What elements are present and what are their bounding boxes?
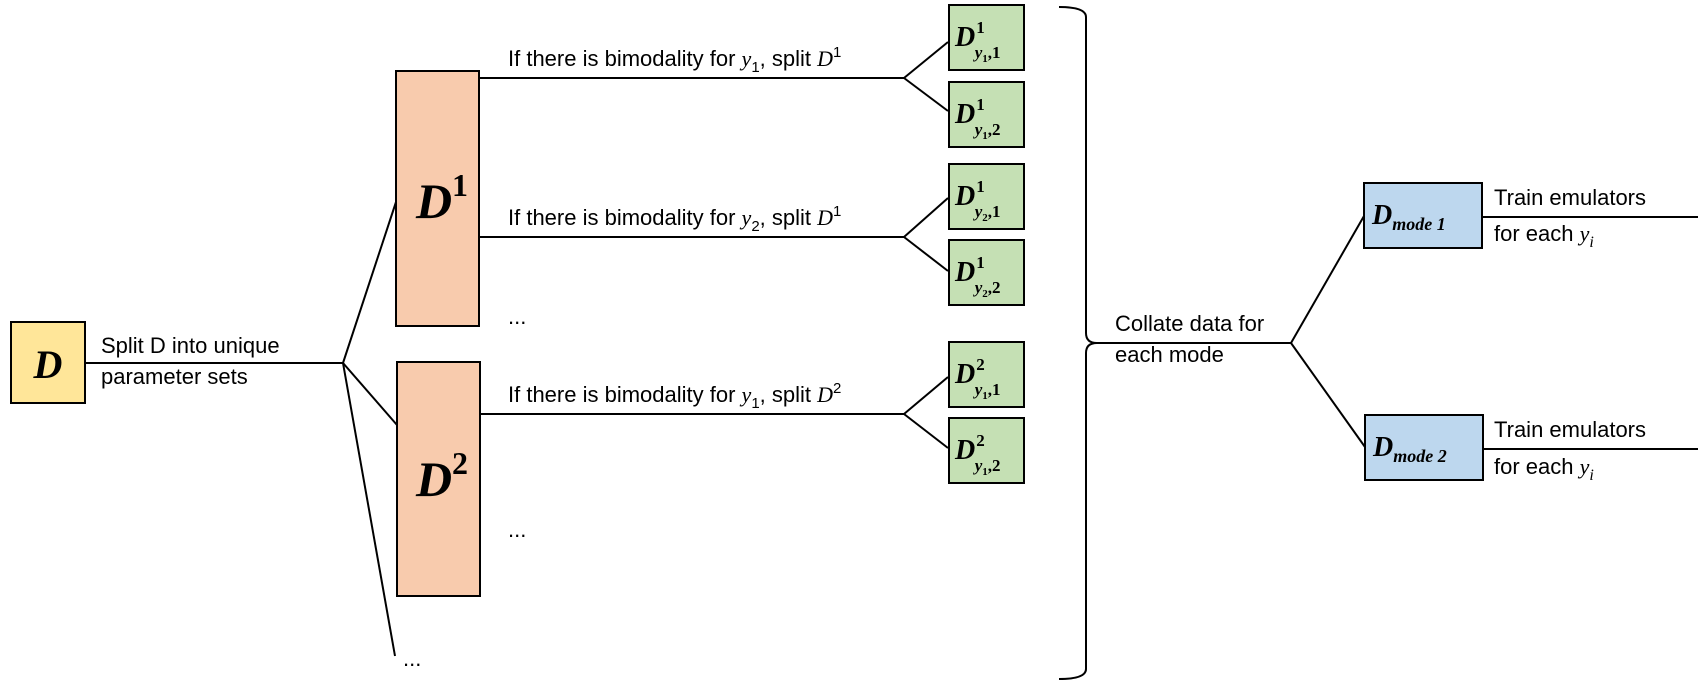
leaf-label: D2 y1,1: [954, 355, 1001, 402]
leaf-box: [948, 4, 1025, 71]
leaf-node: D1 y1,2: [948, 81, 1025, 148]
level1-label-d2: D2: [415, 445, 468, 507]
branch-2b: [903, 236, 949, 272]
leaf-label: D1 y1,2: [954, 95, 1001, 142]
root-symbol: D: [33, 342, 63, 387]
root-label-line1: Split D into unique: [101, 333, 280, 358]
mode-label-1: Dmode 1: [1371, 200, 1446, 234]
branch-2a: [903, 197, 949, 238]
connector-lines: [86, 6, 1698, 680]
leaf-label: D1 y2,2: [954, 253, 1001, 300]
fan-mode-2: [1290, 342, 1366, 448]
fan-mode-1: [1290, 215, 1365, 344]
level1-node-d2: D2: [396, 361, 481, 597]
leaf-label: D1 y1,1: [954, 18, 1001, 65]
leaf-box: [948, 163, 1025, 230]
mode-label-2: Dmode 2: [1372, 432, 1447, 466]
mode-node-1: Dmode 1: [1363, 182, 1483, 249]
leaf-label: D2 y1,2: [954, 431, 1001, 478]
train-label-1-line1: Train emulators: [1494, 185, 1646, 210]
level1-node-d1: D1: [395, 70, 480, 327]
leaf-box: [948, 417, 1025, 484]
root-label-line2: parameter sets: [101, 364, 248, 389]
split-more-ellipsis-2: ...: [508, 517, 526, 542]
train-label-2-line2: for each yi: [1494, 454, 1594, 484]
mode-box-1: [1363, 182, 1483, 249]
collate-label-line1: Collate data for: [1115, 311, 1264, 336]
leaf-node: D2 y1,1: [948, 341, 1025, 408]
branch-3b: [903, 413, 949, 449]
split-label-2: If there is bimodality for y2, split D1: [508, 203, 841, 235]
leaf-node: D1 y2,2: [948, 239, 1025, 306]
leaf-box: [948, 341, 1025, 408]
level1-label-d1: D1: [415, 167, 468, 229]
leaf-box: [948, 81, 1025, 148]
level1-more-ellipsis: ...: [403, 646, 421, 671]
fan-line-d2: [342, 362, 398, 426]
leaf-box: [948, 239, 1025, 306]
level1-box-d2: [396, 361, 481, 597]
mode-node-2: Dmode 2: [1364, 414, 1484, 481]
leaf-node: D1 y2,1: [948, 163, 1025, 230]
leaf-node: D1 y1,1: [948, 4, 1025, 71]
collate-brace: [1058, 6, 1098, 680]
train-label-1-line2: for each yi: [1494, 221, 1594, 251]
root-node: D: [10, 321, 86, 404]
leaf-label: D1 y2,1: [954, 177, 1001, 224]
train-label-2-line1: Train emulators: [1494, 417, 1646, 442]
fan-line-more: [342, 362, 396, 657]
fan-line-d1: [342, 201, 397, 364]
collate-label-line2: each mode: [1115, 342, 1224, 367]
split-label-3: If there is bimodality for y1, split D2: [508, 380, 841, 412]
split-label-1: If there is bimodality for y1, split D1: [508, 44, 841, 76]
level1-box-d1: [395, 70, 480, 327]
branch-3a: [903, 376, 949, 415]
root-box: [10, 321, 86, 404]
split-more-ellipsis-1: ...: [508, 304, 526, 329]
branch-1a: [903, 41, 949, 79]
leaf-node: D2 y1,2: [948, 417, 1025, 484]
branch-1b: [903, 77, 949, 112]
mode-box-2: [1364, 414, 1484, 481]
